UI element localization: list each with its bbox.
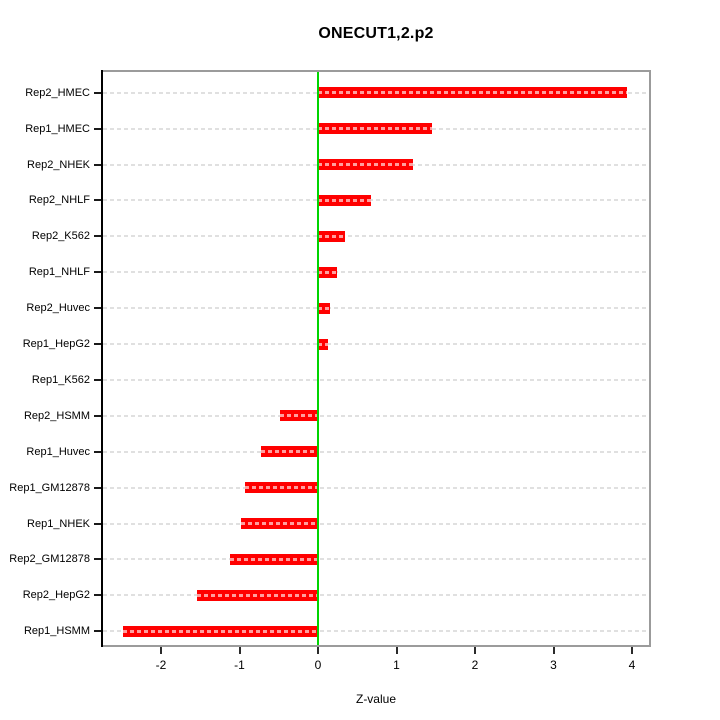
chart-title: ONECUT1,2.p2 [318, 25, 434, 42]
bar [318, 87, 628, 99]
x-axis-tick [160, 647, 162, 654]
y-axis-tick [94, 271, 102, 274]
y-axis-label: Rep1_HepG2 [22, 338, 90, 350]
bar-dash-pattern [197, 593, 318, 597]
bar-dash-pattern [261, 450, 318, 454]
bar [197, 589, 318, 601]
row-gridline [103, 414, 649, 417]
x-axis-tick [238, 647, 241, 654]
x-axis-tick [631, 647, 633, 654]
bar-dash-pattern [230, 557, 318, 561]
y-axis-label: Rep1_HSMM [23, 625, 90, 638]
y-axis-label: Rep1_K562 [31, 373, 90, 386]
bar [244, 482, 318, 494]
bar-dash-pattern [241, 522, 318, 525]
x-axis-tick-label: 0 [314, 658, 322, 672]
y-axis-label: Rep1_HMEC [25, 122, 90, 135]
row-gridline [103, 378, 649, 381]
y-axis-label: Rep2_HMEC [25, 86, 90, 99]
y-axis-tick [94, 127, 102, 130]
bar-dash-pattern [318, 91, 628, 95]
x-axis-tick-label: 4 [628, 658, 636, 672]
y-axis-label: Rep1_Huvec [26, 445, 90, 458]
row-gridline [103, 343, 649, 345]
row-gridline [103, 486, 649, 489]
y-axis-label: Rep2_HepG2 [22, 589, 90, 602]
y-axis-tick [94, 235, 102, 238]
y-axis-label: Rep2_HSMM [23, 409, 90, 422]
y-axis-label: Rep1_GM12878 [9, 481, 90, 494]
y-axis-tick [94, 414, 102, 417]
y-axis-tick [94, 199, 102, 202]
x-axis-tick-label: -1 [234, 658, 245, 672]
y-axis-label: Rep1_NHEK [27, 517, 90, 530]
bar [123, 625, 318, 637]
y-axis-label: Rep2_Huvec [26, 302, 90, 315]
plot-border-top [101, 70, 651, 72]
y-axis-tick [94, 594, 102, 597]
zero-reference-line [317, 72, 319, 645]
bar-dash-pattern [244, 486, 318, 490]
row-gridline [103, 199, 649, 202]
y-axis-tick [94, 307, 102, 310]
bar-dash-pattern [318, 342, 329, 346]
bar [318, 338, 329, 350]
y-axis-label: Rep2_NHLF [28, 194, 90, 207]
y-axis-tick [94, 522, 102, 525]
x-axis-title: Z-value [355, 692, 396, 706]
bar [318, 302, 330, 314]
bar [261, 446, 318, 458]
x-axis-tick [552, 647, 555, 654]
bar-dash-pattern [318, 127, 432, 131]
row-gridline [103, 307, 649, 310]
x-axis-tick-label: -2 [155, 658, 167, 672]
bar [230, 553, 318, 565]
y-axis-label: Rep1_NHLF [28, 266, 90, 279]
bar-dash-pattern [123, 629, 318, 633]
y-axis-label: Rep2_K562 [31, 230, 90, 243]
bar [279, 410, 318, 422]
x-axis-tick [474, 647, 476, 654]
y-axis-tick [94, 163, 102, 166]
y-axis-tick [94, 343, 102, 345]
x-axis-tick-label: 3 [550, 658, 557, 672]
x-axis-tick-label: 1 [393, 658, 400, 672]
bar-dash-pattern [318, 234, 345, 238]
row-gridline [103, 235, 649, 238]
y-axis-line [101, 70, 103, 647]
bar-dash-pattern [318, 163, 413, 166]
y-axis-tick [94, 630, 102, 633]
bar [318, 159, 413, 170]
bar [318, 194, 372, 206]
bar [241, 518, 318, 529]
bar [318, 123, 432, 135]
row-gridline [103, 522, 649, 525]
row-gridline [103, 558, 649, 561]
y-axis-label: Rep2_GM12878 [9, 553, 90, 566]
row-gridline [103, 594, 649, 597]
row-gridline [103, 630, 649, 633]
bar-dash-pattern [318, 306, 330, 310]
row-gridline [103, 271, 649, 274]
bar-dash-pattern [279, 414, 318, 418]
plot-border-bottom [101, 645, 651, 647]
y-axis-tick [94, 558, 102, 561]
bar [318, 266, 337, 278]
bar [318, 230, 345, 242]
bar-dash-pattern [318, 198, 372, 202]
y-axis-tick [94, 91, 102, 94]
x-axis-tick [317, 647, 319, 654]
row-gridline [103, 450, 649, 453]
plot-border-right [649, 70, 651, 647]
x-axis-tick [395, 647, 398, 654]
x-axis-tick-label: 2 [471, 658, 479, 672]
y-axis-label: Rep2_NHEK [27, 158, 90, 171]
y-axis-tick [94, 378, 102, 381]
y-axis-tick [94, 486, 102, 489]
y-axis-tick [94, 450, 102, 453]
bar-dash-pattern [318, 270, 337, 274]
